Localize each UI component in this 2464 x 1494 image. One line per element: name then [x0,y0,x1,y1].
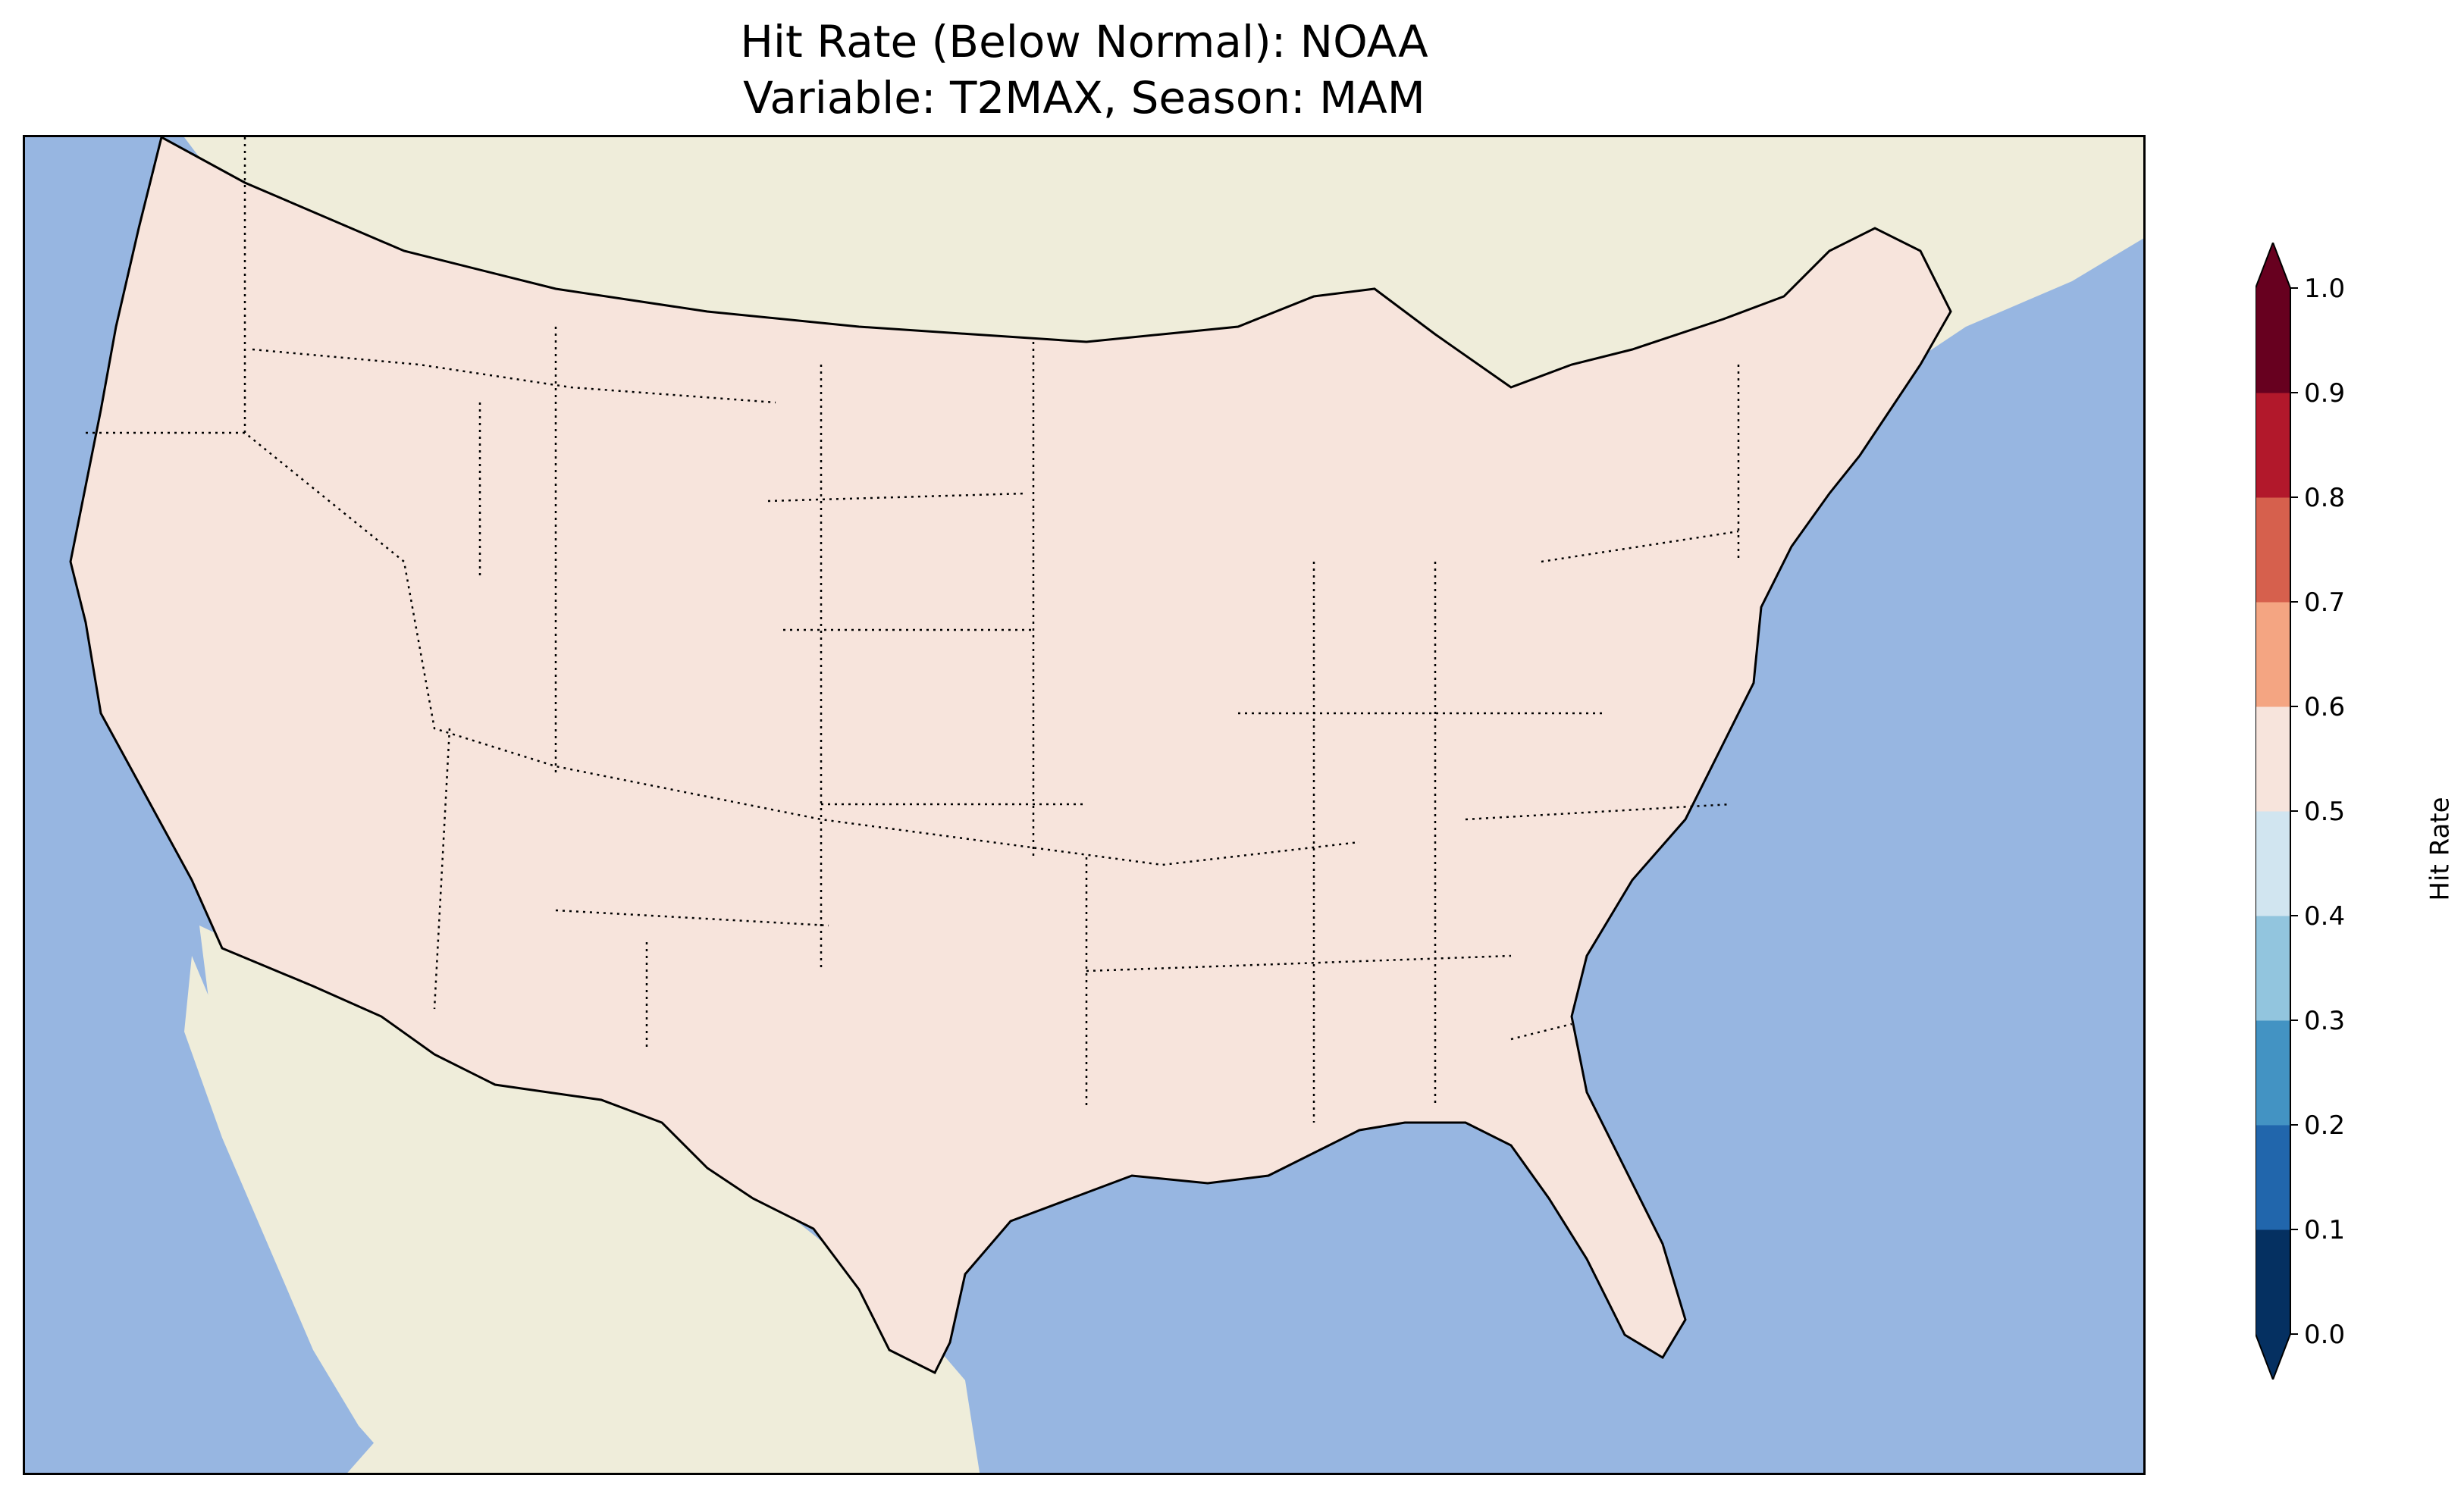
colorbar-tick-label: 0.4 [2304,901,2345,932]
colorbar-segment [2256,1020,2290,1126]
state-borders [86,137,1740,1123]
colorbar-extend-over [2256,243,2290,288]
colorbar-segment [2256,706,2290,812]
colorbar: 0.0 0.1 0.2 0.3 0.4 0.5 0.6 0.7 0.8 0.9 1.0 [2256,243,2345,1380]
map-panel [23,135,2146,1475]
colorbar-tick-label: 0.8 [2304,483,2345,513]
title-line-1: Hit Rate (Below Normal): NOAA [740,16,1428,67]
colorbar-tick-label: 0.6 [2304,692,2345,722]
colorbar-tick-label: 0.1 [2304,1215,2345,1245]
colorbar-segment [2256,288,2290,393]
colorbar-segment [2256,1229,2290,1335]
chart-title: Hit Rate (Below Normal): NOAA Variable: … [0,14,2168,126]
colorbar-tick-label: 0.3 [2304,1006,2345,1036]
colorbar-segment [2256,916,2290,1021]
colorbar-extend-under [2256,1334,2290,1380]
colorbar-segment [2256,811,2290,916]
colorbar-tick-label: 0.7 [2304,587,2345,618]
colorbar-tick-label: 1.0 [2304,274,2345,304]
colorbar-tick-label: 0.5 [2304,797,2345,827]
colorbar-tick-label: 0.9 [2304,378,2345,409]
map-svg [25,137,2143,1473]
colorbar-label: Hit Rate [2425,797,2456,901]
title-line-2: Variable: T2MAX, Season: MAM [743,72,1425,124]
colorbar-tick-label: 0.2 [2304,1110,2345,1141]
colorbar-segment [2256,497,2290,603]
colorbar-segment [2256,1125,2290,1230]
baja-land [184,956,447,1473]
colorbar-segment [2256,393,2290,498]
colorbar-segment [2256,602,2290,707]
colorbar-tick-label: 0.0 [2304,1320,2345,1350]
mexico-land [199,926,980,1473]
